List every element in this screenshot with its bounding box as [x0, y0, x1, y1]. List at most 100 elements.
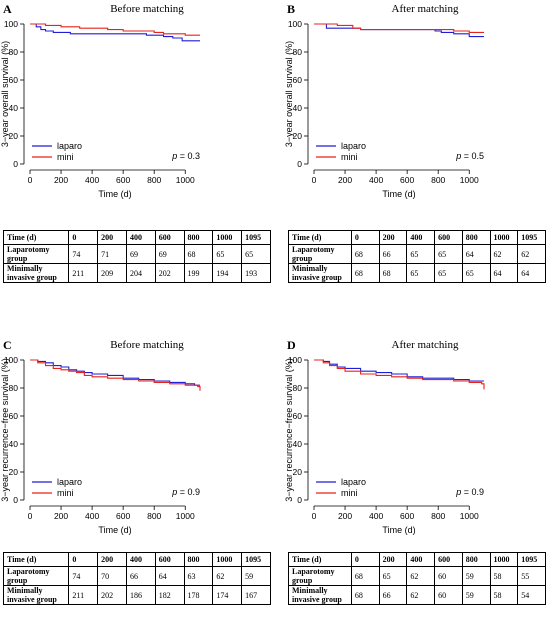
p-value: = 0.5: [461, 151, 484, 161]
table-header-cell: 400: [125, 552, 156, 567]
x-tick-label: 0: [28, 511, 33, 521]
table-cell: 204: [125, 263, 156, 283]
table-cell: 174: [212, 585, 243, 605]
y-tick-label: 100: [288, 355, 302, 365]
table-cell: 68: [183, 244, 214, 264]
table-header-cell: 1000: [489, 230, 519, 245]
panel-letter: A: [3, 2, 12, 16]
y-tick-label: 80: [293, 383, 303, 393]
table-cell: 65: [434, 244, 463, 264]
series-line-mini: [30, 359, 201, 391]
panel-title: Before matching: [110, 3, 184, 15]
table-cell: 60: [434, 566, 463, 586]
series-line-laparo: [30, 23, 200, 42]
y-tick-label: 100: [4, 355, 18, 365]
table-cell: 66: [378, 585, 408, 605]
table-row: Laparotomy group 68 66 65 65 64 62 62: [288, 244, 546, 264]
table-row: Minimally invasive group 68 66 62 60 59 58 54: [288, 585, 546, 605]
table-cell: 62: [406, 585, 436, 605]
y-tick-label: 40: [293, 439, 303, 449]
table-cell: 70: [97, 566, 127, 586]
p-value: = 0.9: [461, 487, 484, 497]
table-row: Minimally invasive group 68 68 65 65 65 64 64: [288, 263, 546, 283]
table-cell: 182: [154, 585, 185, 605]
table-cell: 64: [461, 244, 491, 264]
y-tick-label: 0: [13, 159, 18, 169]
y-axis-label: 3−year overall survival (%): [0, 41, 10, 147]
table-cell: 209: [97, 263, 127, 283]
table-cell: 202: [154, 263, 185, 283]
table-header-cell: 600: [154, 552, 185, 567]
legend-label: mini: [341, 488, 358, 498]
x-tick-label: 800: [431, 511, 445, 521]
p-value-label: p = 0.9: [171, 487, 200, 497]
table-cell: 58: [489, 585, 519, 605]
legend-label: laparo: [57, 477, 82, 487]
table-cell: 199: [183, 263, 214, 283]
row-label: Minimally invasive group: [2, 263, 70, 283]
table-header-cell: 1000: [212, 230, 243, 245]
x-tick-label: 1000: [176, 175, 195, 185]
x-tick-label: 1000: [460, 175, 479, 185]
row-label: Laparotomy group: [2, 566, 70, 586]
table-cell: 211: [68, 263, 99, 283]
panel-letter: D: [287, 338, 296, 352]
x-tick-label: 800: [431, 175, 445, 185]
row-label: Minimally invasive group: [288, 585, 352, 605]
panel-title: Before matching: [110, 339, 184, 351]
row-label: Minimally invasive group: [288, 263, 352, 283]
x-tick-label: 0: [28, 175, 33, 185]
x-tick-label: 200: [54, 511, 68, 521]
table-cell: 65: [434, 263, 463, 283]
table-header-cell: 0: [350, 230, 380, 245]
table-header-cell: 200: [97, 230, 127, 245]
x-tick-label: 400: [369, 175, 383, 185]
risk-table-a: Time (d) 0 200 400 600 800 1000 1095 Laparotomy …: [2, 230, 271, 283]
panel-title: After matching: [391, 339, 459, 351]
table-header-cell: 1000: [489, 552, 519, 567]
panel-letter: C: [3, 338, 12, 352]
x-axis-label: Time (d): [382, 189, 415, 199]
y-tick-label: 0: [297, 159, 302, 169]
table-cell: 65: [378, 566, 408, 586]
table-cell: 62: [517, 244, 546, 264]
table-cell: 59: [461, 566, 491, 586]
table-cell: 74: [68, 566, 99, 586]
y-tick-label: 20: [293, 131, 303, 141]
table-cell: 65: [241, 244, 271, 264]
table-cell: 62: [212, 566, 243, 586]
table-cell: 194: [212, 263, 243, 283]
table-header-cell: 200: [97, 552, 127, 567]
table-header-cell: 800: [183, 230, 214, 245]
table-cell: 66: [125, 566, 156, 586]
risk-table-c: Time (d) 0 200 400 600 800 1000 1095 Laparotomy …: [2, 552, 271, 605]
table-header-cell: 600: [434, 230, 463, 245]
y-axis-label: 3−year recurrence−free survival (%): [0, 358, 10, 502]
y-tick-label: 20: [9, 467, 19, 477]
table-cell: 68: [350, 263, 380, 283]
table-header-row: Time (d) 0 200 400 600 800 1000 1095: [288, 230, 546, 245]
row-label: Laparotomy group: [288, 566, 352, 586]
y-tick-label: 80: [293, 47, 303, 57]
table-header-cell: 600: [154, 230, 185, 245]
y-tick-label: 100: [288, 19, 302, 29]
table-row: Laparotomy group 74 70 66 64 63 62 59: [2, 566, 271, 586]
table-row: Laparotomy group 68 65 62 60 59 58 55: [288, 566, 546, 586]
row-label: Minimally invasive group: [2, 585, 70, 605]
x-tick-label: 400: [369, 511, 383, 521]
legend-label: laparo: [341, 477, 366, 487]
table-cell: 68: [350, 244, 380, 264]
table-row: Minimally invasive group 211 209 204 202 199 1…: [2, 263, 271, 283]
y-tick-label: 40: [9, 103, 19, 113]
table-header-cell: 1095: [517, 230, 546, 245]
table-header-cell: 200: [378, 552, 408, 567]
table-cell: 74: [68, 244, 99, 264]
x-tick-label: 800: [147, 175, 161, 185]
table-cell: 64: [517, 263, 546, 283]
table-header-cell: 200: [378, 230, 408, 245]
table-cell: 62: [406, 566, 436, 586]
table-cell: 65: [461, 263, 491, 283]
